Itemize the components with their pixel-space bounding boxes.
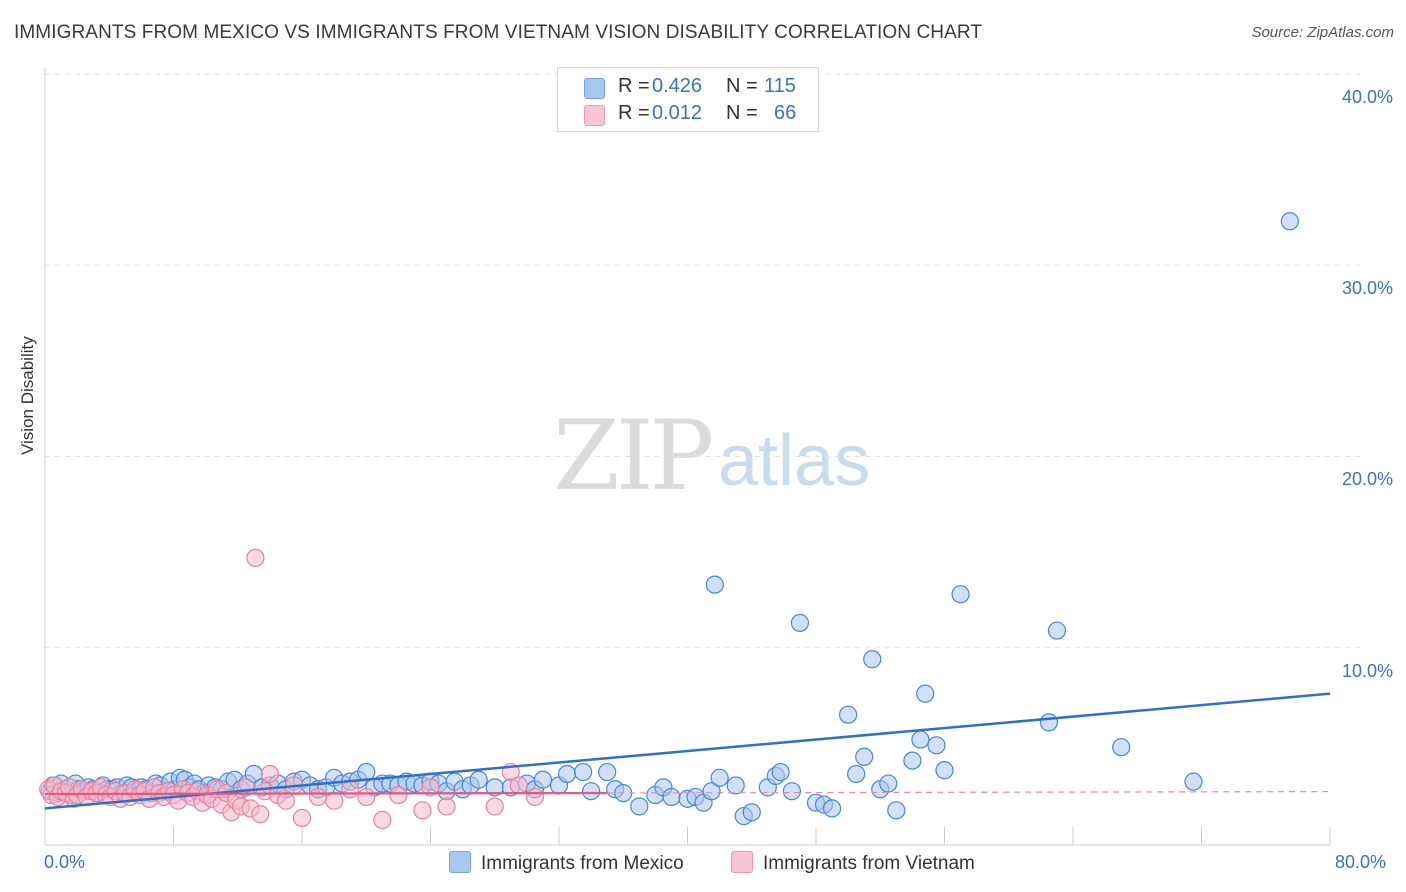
vietnam-point [509, 776, 528, 795]
mexico-point [662, 787, 681, 807]
legend-n-label: N = [726, 75, 758, 97]
mexico-point [935, 761, 954, 780]
chart-title: IMMIGRANTS FROM MEXICO VS IMMIGRANTS FRO… [14, 22, 983, 43]
mexico-point [598, 762, 617, 782]
mexico-point [911, 730, 930, 749]
mexico-point [951, 585, 970, 604]
mexico-point [782, 782, 802, 801]
vietnam-point [357, 787, 376, 807]
mexico-point [927, 736, 946, 755]
mexico-point [916, 684, 935, 703]
mexico-point [1184, 772, 1203, 791]
vietnam-point [276, 791, 296, 810]
mexico-trend-line [44, 692, 1331, 810]
bottom-legend-label-vietnam: Immigrants from Vietnam [763, 853, 975, 874]
bottom-legend-swatch-mexico [449, 851, 471, 873]
mexico-point [863, 650, 882, 669]
watermark-atlas: atlas [718, 421, 871, 501]
legend-r-label: R = [618, 102, 650, 124]
legend-row-vietnam: R = 0.012 N = 66 [558, 102, 818, 128]
mexico-point [822, 799, 842, 818]
bottom-legend-mexico: Immigrants from Mexico [449, 851, 684, 875]
vietnam-point [389, 785, 408, 805]
vietnam-trend-line [44, 791, 608, 796]
bottom-legend-label-mexico: Immigrants from Mexico [481, 853, 684, 874]
vietnam-point [251, 805, 270, 824]
legend-r-label: R = [618, 75, 650, 97]
y-tick-label-30: 30.0% [1341, 278, 1393, 298]
mexico-point [1047, 621, 1067, 640]
vietnam-point [325, 791, 344, 810]
mexico-point [705, 575, 724, 594]
legend-r-value-mexico: 0.426 [652, 75, 703, 97]
mexico-point [839, 705, 858, 724]
bottom-legend-swatch-vietnam [731, 851, 753, 873]
vietnam-point [308, 787, 328, 807]
mexico-point [771, 762, 790, 782]
mexico-point [879, 774, 898, 793]
mexico-point [630, 797, 649, 816]
legend-n-value-vietnam: 66 [774, 102, 797, 124]
x-tick-label-max: 80.0% [1335, 852, 1387, 872]
mexico-point [573, 762, 593, 782]
vietnam-point [525, 787, 545, 807]
legend-swatch-vietnam [584, 105, 605, 126]
legend-row-mexico: R = 0.426 N = 115 [558, 75, 818, 101]
vietnam-point [373, 810, 392, 829]
mexico-point [1039, 713, 1059, 732]
mexico-point [533, 770, 553, 789]
y-tick-label-20: 20.0% [1341, 469, 1393, 489]
mexico-point [726, 776, 745, 795]
y-tick-label-40: 40.0% [1341, 87, 1393, 107]
correlation-legend: R = 0.426 N = 115 R = 0.012 N = 66 [557, 67, 819, 132]
vietnam-point [246, 548, 265, 567]
mexico-point [847, 764, 866, 784]
mexico-point [887, 801, 906, 820]
mexico-point [582, 782, 601, 801]
legend-n-value-mexico: 115 [764, 75, 796, 97]
x-tick-label-min: 0.0% [44, 852, 86, 872]
mexico-point [903, 751, 922, 770]
vietnam-point [341, 780, 360, 799]
y-axis-label: Vision Disability [18, 336, 37, 455]
vietnam-point [260, 764, 279, 784]
mexico-point [790, 613, 810, 632]
vietnam-point [485, 797, 504, 816]
vietnam-point [421, 778, 440, 797]
mexico-point [710, 768, 729, 787]
mexico-point [702, 782, 721, 801]
source-credit: Source: ZipAtlas.com [1251, 24, 1394, 41]
legend-swatch-mexico [584, 78, 605, 99]
bottom-legend-vietnam: Immigrants from Vietnam [731, 851, 975, 875]
mexico-point [1112, 738, 1131, 757]
vietnam-point [437, 797, 456, 816]
legend-n-label: N = [726, 102, 758, 124]
mexico-point [557, 764, 577, 784]
mexico-point [855, 747, 874, 766]
legend-r-value-vietnam: 0.012 [652, 102, 703, 124]
vietnam-point [413, 801, 432, 820]
vietnam-point [292, 808, 312, 828]
mexico-point [742, 803, 761, 822]
mexico-point [1280, 212, 1299, 231]
mexico-point [469, 770, 488, 789]
y-tick-label-10: 10.0% [1341, 661, 1393, 681]
